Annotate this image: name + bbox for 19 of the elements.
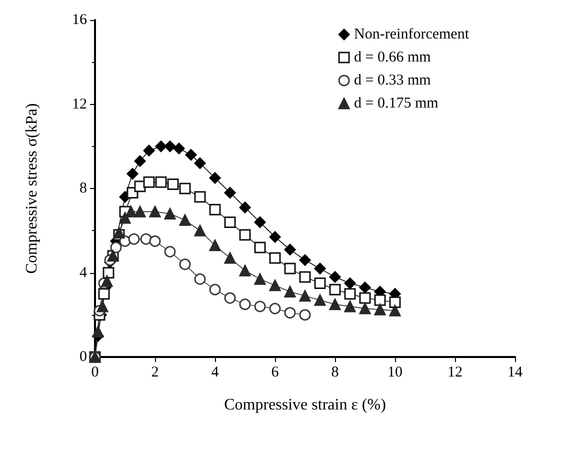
y-tick-label: 8 [80,180,87,196]
x-tick-label: 12 [448,364,462,380]
legend-label: d = 0.175 mm [354,96,439,112]
x-axis-title: Compressive strain ε (%) [224,396,386,414]
legend-label: d = 0.66 mm [354,50,432,66]
x-tick-label: 4 [211,364,220,380]
x-tick-label: 0 [91,364,99,380]
y-tick-label: 16 [72,12,88,28]
x-tick-label: 6 [271,364,280,380]
y-tick-label: 4 [80,264,88,281]
legend-label: d = 0.33 mm [354,72,432,88]
y-axis-title: Compressive stress σ(kPa) [24,103,40,274]
x-tick-label: 14 [508,364,523,380]
x-tick-label: 10 [388,364,402,380]
y-tick-label: 0 [80,349,87,365]
x-tick-label: 8 [331,364,339,380]
y-tick-label: 12 [72,96,87,112]
x-tick-label: 2 [151,364,159,380]
legend-label: Non-reinforcement [354,26,470,42]
